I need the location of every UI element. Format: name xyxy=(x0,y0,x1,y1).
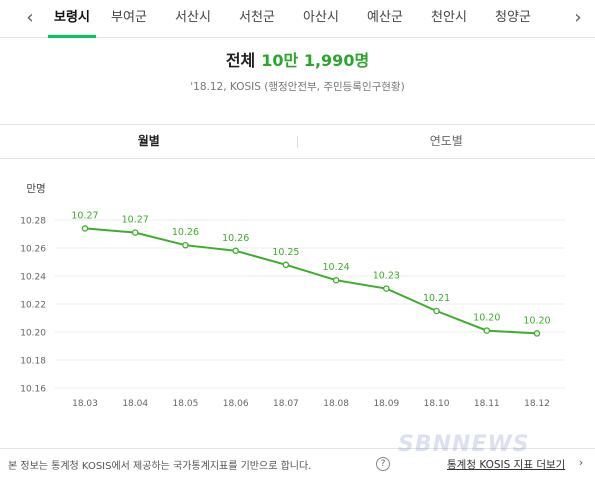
data-point xyxy=(383,285,390,292)
region-nav: ‹ 보령시 부여군 서산시 서천군 아산시 예산군 천안시 청양군 › xyxy=(0,0,595,38)
x-tick-label: 18.03 xyxy=(72,399,98,409)
summary-title: 전체 10만 1,990명 xyxy=(0,48,595,74)
data-point xyxy=(232,247,239,255)
data-point xyxy=(332,276,340,284)
period-tabs: 월별 연도별 xyxy=(0,124,595,159)
data-label: 10.24 xyxy=(323,262,350,273)
x-tick-label: 18.09 xyxy=(373,399,399,409)
region-tab[interactable]: 아산시 xyxy=(303,10,339,25)
data-point xyxy=(282,261,290,269)
x-tick-label: 18.11 xyxy=(474,399,500,409)
y-axis-label: 만명 xyxy=(26,183,45,195)
watermark: SBNNEWS xyxy=(398,432,530,457)
data-label: 10.21 xyxy=(423,293,450,304)
summary-value: 10만 1,990명 xyxy=(261,51,370,70)
data-point xyxy=(81,225,89,232)
chevron-right-icon[interactable]: › xyxy=(578,456,584,469)
data-label: 10.26 xyxy=(222,233,249,244)
footer: 본 정보는 통계청 KOSIS에서 제공하는 국가통계지표를 기반으로 합니다.… xyxy=(0,448,595,478)
summary-label: 전체 xyxy=(225,51,256,70)
series-line xyxy=(84,227,538,335)
y-tick-label: 10.18 xyxy=(20,357,46,367)
region-tab[interactable]: 보령시 xyxy=(48,0,96,38)
y-tick-label: 10.22 xyxy=(20,301,46,311)
data-label: 10.23 xyxy=(373,271,400,282)
help-icon[interactable]: ? xyxy=(376,457,390,471)
x-tick-label: 18.07 xyxy=(273,399,299,409)
period-divider xyxy=(297,136,298,148)
y-tick-label: 10.28 xyxy=(20,217,46,227)
x-tick-label: 18.05 xyxy=(173,399,199,409)
region-tab[interactable]: 서천군 xyxy=(239,10,275,25)
population-line-chart: 만명 10.16 10.18 10.20 10.22 10.24 10.26 10.28 10.… xyxy=(20,183,565,409)
chevron-left-icon[interactable]: ‹ xyxy=(26,7,34,28)
x-tick-label: 18.10 xyxy=(424,399,450,409)
data-label: 10.20 xyxy=(473,313,500,324)
data-point xyxy=(182,241,189,249)
data-label: 10.20 xyxy=(523,315,550,326)
y-tick-label: 10.24 xyxy=(20,273,46,283)
data-point xyxy=(433,307,440,315)
data-label: 10.26 xyxy=(172,227,199,238)
region-tab[interactable]: 부여군 xyxy=(111,10,147,25)
data-point xyxy=(533,330,541,337)
data-label: 10.25 xyxy=(272,247,299,258)
y-tick-label: 10.16 xyxy=(20,385,46,395)
chevron-right-icon[interactable]: › xyxy=(574,7,582,28)
tab-monthly[interactable]: 월별 xyxy=(137,134,160,148)
x-tick-label: 18.12 xyxy=(524,399,550,409)
footer-note: 본 정보는 통계청 KOSIS에서 제공하는 국가통계지표를 기반으로 합니다. xyxy=(8,461,312,472)
region-tab[interactable]: 예산군 xyxy=(367,10,403,25)
region-tab[interactable]: 청양군 xyxy=(495,10,531,25)
y-tick-label: 10.20 xyxy=(20,329,46,339)
x-tick-label: 18.06 xyxy=(223,399,249,409)
kosis-more-link[interactable]: 통계청 KOSIS 지표 더보기 xyxy=(447,459,566,471)
region-tab[interactable]: 서산시 xyxy=(175,10,211,25)
population-summary: 전체 10만 1,990명 '18.12, KOSIS (행정안전부, 주민등록인… xyxy=(0,48,595,94)
x-tick-label: 18.04 xyxy=(122,399,148,409)
summary-source: '18.12, KOSIS (행정안전부, 주민등록인구현황) xyxy=(190,81,405,93)
y-tick-label: 10.26 xyxy=(20,245,46,255)
data-point xyxy=(131,229,139,236)
data-point xyxy=(483,327,491,334)
x-tick-label: 18.08 xyxy=(323,399,349,409)
tab-yearly[interactable]: 연도별 xyxy=(429,134,463,148)
region-tab[interactable]: 천안시 xyxy=(431,10,467,25)
data-label: 10.27 xyxy=(71,210,98,221)
region-tabs: 보령시 부여군 서산시 서천군 아산시 예산군 천안시 청양군 xyxy=(48,0,560,38)
data-label: 10.27 xyxy=(122,215,149,226)
